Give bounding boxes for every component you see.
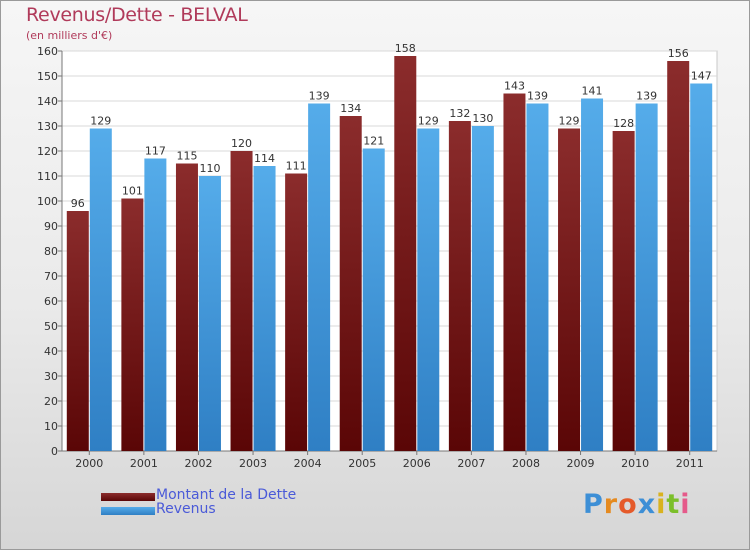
y-tick-label: 70 (44, 270, 58, 283)
bar-dette (285, 173, 308, 451)
bar-revenus (362, 148, 385, 451)
chart-title: Revenus/Dette - BELVAL (26, 4, 248, 26)
x-tick-label: 2004 (294, 457, 322, 470)
y-tick-label: 140 (37, 95, 58, 108)
bar-revenus (471, 126, 494, 451)
data-label: 139 (527, 90, 548, 103)
x-tick-label: 2006 (403, 457, 431, 470)
bar-dette (121, 198, 144, 451)
data-label: 110 (199, 162, 220, 175)
x-tick-label: 2010 (621, 457, 649, 470)
x-tick-label: 2008 (512, 457, 540, 470)
data-label: 158 (395, 42, 416, 55)
data-label: 139 (636, 90, 657, 103)
legend-swatch-dette (101, 493, 155, 501)
proxiti-logo: Proxiti (583, 489, 691, 520)
data-label: 114 (254, 152, 275, 165)
bar-revenus (581, 98, 604, 451)
logo-letter: r (603, 489, 619, 520)
y-tick-label: 0 (51, 445, 58, 458)
data-label: 120 (231, 137, 252, 150)
bar-revenus (253, 166, 276, 451)
x-tick-label: 2002 (184, 457, 212, 470)
x-tick-label: 2007 (457, 457, 485, 470)
y-tick-label: 10 (44, 420, 58, 433)
data-label: 132 (449, 107, 470, 120)
y-tick-label: 130 (37, 120, 58, 133)
logo-letter: t (666, 489, 681, 520)
y-tick-label: 150 (37, 70, 58, 83)
x-tick-label: 2005 (348, 457, 376, 470)
data-label: 129 (418, 115, 439, 128)
bar-revenus (526, 103, 549, 451)
bar-revenus (417, 128, 440, 451)
data-label: 139 (309, 90, 330, 103)
data-label: 128 (613, 117, 634, 130)
bar-revenus (308, 103, 331, 451)
bar-revenus (144, 158, 167, 451)
chart-subtitle: (en milliers d'€) (26, 29, 113, 42)
data-label: 117 (145, 145, 166, 158)
bar-revenus (690, 83, 713, 451)
data-label: 130 (472, 112, 493, 125)
data-label: 147 (691, 70, 712, 83)
logo-letter: i (656, 489, 667, 520)
logo-letter: o (618, 489, 638, 520)
bar-revenus (198, 176, 221, 451)
bar-dette (66, 211, 89, 451)
x-tick-label: 2009 (567, 457, 595, 470)
y-tick-label: 50 (44, 320, 58, 333)
y-tick-label: 40 (44, 345, 58, 358)
bar-dette (503, 93, 526, 451)
data-label: 111 (286, 160, 307, 173)
y-tick-label: 110 (37, 170, 58, 183)
bar-dette (667, 61, 690, 451)
bar-revenus (635, 103, 658, 451)
y-tick-label: 60 (44, 295, 58, 308)
data-label: 156 (668, 47, 689, 60)
bar-dette (230, 151, 253, 451)
legend-label-revenus: Revenus (156, 501, 216, 517)
y-tick-label: 80 (44, 245, 58, 258)
data-label: 96 (71, 197, 85, 210)
bar-dette (558, 128, 581, 451)
data-label: 134 (340, 102, 361, 115)
legend-swatch-revenus (101, 507, 155, 515)
bar-dette (175, 163, 198, 451)
logo-letter: P (583, 489, 604, 520)
data-label: 143 (504, 80, 525, 93)
bar-dette (448, 121, 471, 451)
bar-dette (612, 131, 635, 451)
y-tick-label: 100 (37, 195, 58, 208)
y-tick-label: 90 (44, 220, 58, 233)
data-label: 101 (122, 185, 143, 198)
bar-dette (339, 116, 362, 451)
data-label: 129 (90, 115, 111, 128)
logo-letter: x (637, 489, 657, 520)
x-tick-label: 2001 (130, 457, 158, 470)
logo-letter: i (680, 489, 691, 520)
bar-revenus (89, 128, 112, 451)
legend-label-dette: Montant de la Dette (156, 487, 297, 503)
x-tick-label: 2000 (75, 457, 103, 470)
x-tick-label: 2011 (676, 457, 704, 470)
bar-dette (394, 56, 417, 451)
data-label: 141 (582, 85, 603, 98)
x-tick-label: 2003 (239, 457, 267, 470)
y-tick-label: 120 (37, 145, 58, 158)
data-label: 129 (559, 115, 580, 128)
y-tick-label: 20 (44, 395, 58, 408)
data-label: 115 (176, 150, 197, 163)
y-tick-label: 160 (37, 45, 58, 58)
y-tick-label: 30 (44, 370, 58, 383)
data-label: 121 (363, 135, 384, 148)
